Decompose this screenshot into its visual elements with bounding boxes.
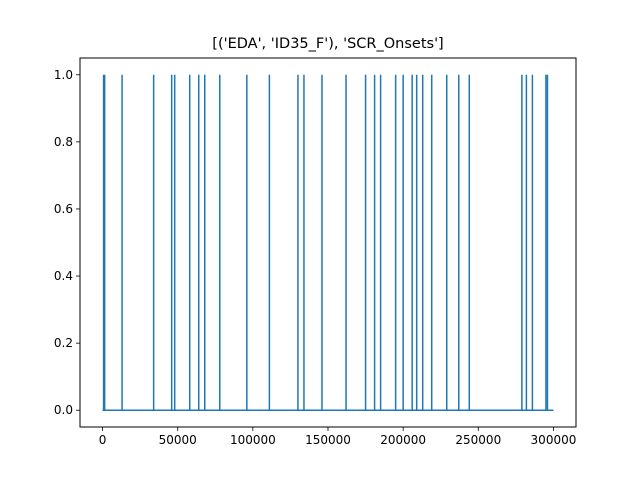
- y-tick-label: 0.0: [54, 403, 73, 417]
- chart-title: [('EDA', 'ID35_F'), 'SCR_Onsets']: [212, 36, 443, 52]
- x-axis: 0 50000 100000 150000 200000 250000 300000: [99, 427, 577, 447]
- x-tick-label: 100000: [230, 433, 276, 447]
- x-tick-label: 250000: [455, 433, 501, 447]
- x-tick-label: 200000: [380, 433, 426, 447]
- x-tick-label: 150000: [305, 433, 351, 447]
- y-tick-label: 0.6: [54, 202, 73, 216]
- x-tick-label: 50000: [159, 433, 197, 447]
- y-tick-label: 0.2: [54, 336, 73, 350]
- y-tick-label: 0.8: [54, 135, 73, 149]
- y-axis: 0.0 0.2 0.4 0.6 0.8 1.0: [54, 68, 80, 417]
- plot-area: [102, 74, 554, 411]
- axes-frame: [79, 57, 577, 428]
- x-tick-label: 0: [99, 433, 107, 447]
- y-tick-label: 0.4: [54, 269, 73, 283]
- y-tick-label: 1.0: [54, 68, 73, 82]
- x-tick-label: 300000: [531, 433, 577, 447]
